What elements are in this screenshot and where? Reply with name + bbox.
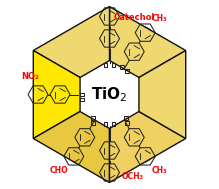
Bar: [112, 122, 115, 126]
Bar: [112, 63, 115, 67]
Polygon shape: [33, 94, 109, 183]
Bar: [91, 116, 95, 120]
Bar: [80, 93, 84, 96]
Text: CHO: CHO: [49, 166, 68, 175]
Text: TiO$_2$: TiO$_2$: [91, 85, 128, 104]
Polygon shape: [33, 6, 109, 94]
Text: NO₂: NO₂: [21, 72, 39, 81]
Bar: [104, 63, 107, 67]
Polygon shape: [33, 50, 109, 139]
Bar: [80, 98, 84, 101]
Text: CH₃: CH₃: [151, 14, 167, 23]
Bar: [91, 121, 95, 125]
Bar: [125, 121, 129, 125]
Text: CH₃: CH₃: [151, 166, 167, 175]
Bar: [124, 116, 128, 120]
Text: OCH₃: OCH₃: [122, 172, 143, 181]
Bar: [104, 122, 107, 126]
Bar: [120, 65, 124, 69]
Polygon shape: [80, 60, 139, 129]
Polygon shape: [110, 94, 186, 183]
Polygon shape: [110, 6, 186, 94]
Text: Catechol: Catechol: [114, 13, 155, 22]
Polygon shape: [110, 50, 186, 139]
Bar: [125, 69, 129, 73]
